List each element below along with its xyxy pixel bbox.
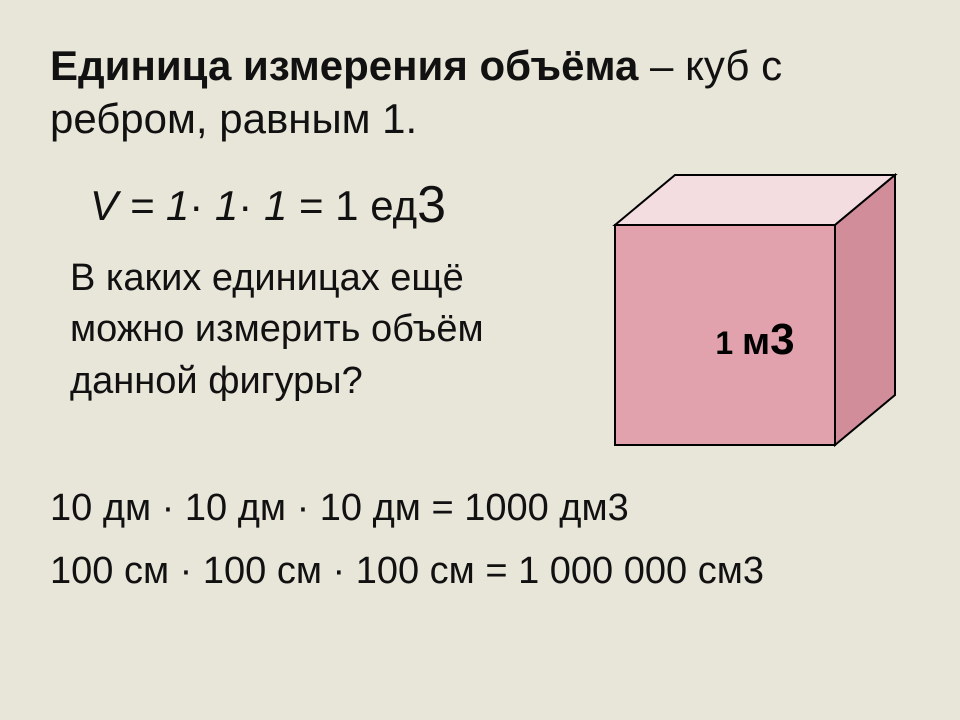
cube-label-exp: 3	[770, 315, 794, 364]
cube-label-m: м	[742, 321, 770, 363]
heading-bold: Единица измерения объёма	[50, 42, 638, 89]
formula-eq1: = 1	[118, 182, 189, 229]
cube-label-one: 1	[715, 325, 742, 361]
formula-mid1: 1	[203, 182, 238, 229]
formula-end: = 1 ед	[287, 182, 417, 229]
cube-label: 1 м3	[605, 315, 905, 365]
equation-cm: 100 см · 100 см · 100 см = 1 000 000 см3	[50, 550, 920, 593]
formula-dot2: ·	[238, 182, 252, 229]
formula-exp: 3	[417, 176, 446, 234]
equation-dm: 10 дм · 10 дм · 10 дм = 1000 дм3	[50, 487, 920, 530]
question-text: В каких единицах ещё можно измерить объё…	[70, 253, 550, 407]
heading: Единица измерения объёма – куб с ребром,…	[50, 40, 920, 145]
cube-figure: 1 м3	[605, 165, 905, 455]
formula-mid2: 1	[252, 182, 287, 229]
formula-v: V	[90, 182, 118, 229]
equations-block: 10 дм · 10 дм · 10 дм = 1000 дм3 100 см …	[50, 487, 920, 593]
cube-svg	[605, 165, 905, 455]
formula-dot1: ·	[189, 182, 203, 229]
